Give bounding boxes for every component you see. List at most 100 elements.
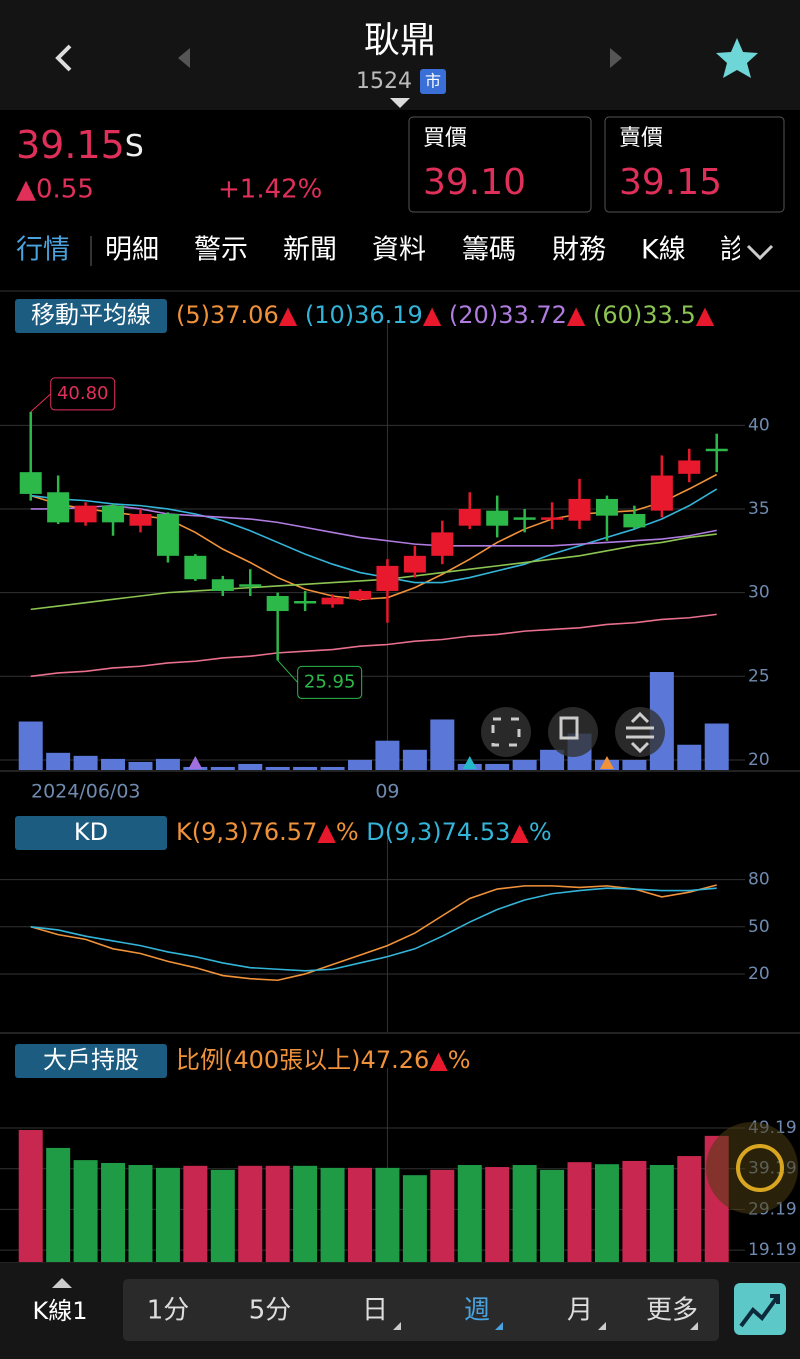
annotation-label: 25.95 [304, 671, 356, 692]
candle-body [47, 492, 70, 523]
tab[interactable]: K線 [641, 235, 686, 266]
legend-text: ▲ [429, 1046, 448, 1074]
period[interactable]: 更多 [646, 1296, 698, 1326]
period[interactable]: 1分 [147, 1296, 190, 1326]
bar [265, 1165, 290, 1262]
candle-body [74, 505, 97, 523]
candle-body [376, 565, 399, 591]
bar [457, 1165, 482, 1262]
x-tick-label: 09 [375, 781, 399, 803]
volume-bar [293, 766, 318, 770]
candle-body [184, 555, 207, 580]
candle-body [678, 460, 701, 474]
bar [430, 1169, 455, 1262]
legend-text: 36.19 [354, 301, 423, 329]
y-tick-label: 80 [748, 870, 770, 890]
volume-bar [485, 763, 510, 770]
period-arrow [598, 1322, 606, 1330]
volume-bar [46, 752, 71, 770]
volume-bar [704, 723, 729, 770]
periods: 1分 5分 日 週 月 更多 [147, 1296, 698, 1330]
fullscreen-button[interactable] [481, 707, 531, 757]
bar [649, 1165, 674, 1262]
favorite-star[interactable] [716, 38, 758, 78]
indicator-label[interactable]: 大戶持股 [43, 1046, 139, 1074]
legend-text: ▲ [279, 301, 298, 329]
volume-bar [73, 755, 98, 770]
bar [594, 1164, 619, 1262]
legend-text: ▲ [423, 301, 442, 329]
candle-body [211, 579, 234, 591]
period[interactable]: 月 [567, 1296, 593, 1326]
volume-bar [101, 758, 126, 770]
candle-body [595, 498, 618, 516]
legend: 比例(400張以上)47.26▲% [176, 1046, 471, 1074]
legend-text: ▲ [567, 301, 586, 329]
tab[interactable]: 診 [720, 235, 747, 266]
y-tick-label: 19.19 [748, 1240, 797, 1260]
indicator-box [15, 816, 167, 850]
bar [402, 1175, 427, 1262]
period[interactable]: 5分 [249, 1296, 292, 1326]
annotation-box [50, 377, 116, 411]
period[interactable]: 日 [362, 1296, 388, 1326]
candle-body [129, 513, 152, 526]
legend: (5)37.06▲ (10)36.19▲ (20)33.72▲ (60)33.5… [176, 301, 715, 329]
bar [622, 1160, 647, 1262]
tab[interactable]: 資料 [372, 235, 426, 266]
tabs: 行情 明細 警示 新聞 資料 籌碼 財務 K線 診 [16, 235, 747, 266]
legend-text: ▲ [510, 818, 529, 846]
rotate-button[interactable] [548, 707, 598, 757]
next-stock[interactable] [610, 48, 622, 68]
tab[interactable]: 新聞 [283, 235, 337, 266]
bid-box [408, 116, 592, 213]
volume-bar [18, 721, 43, 770]
candle-body [102, 505, 125, 523]
signal-marker [188, 756, 203, 769]
float-icon [736, 1144, 784, 1192]
bid: 39.10 [423, 162, 526, 203]
bar [183, 1165, 208, 1262]
bar [677, 1156, 702, 1262]
ask: 39.15 [619, 162, 722, 203]
float-button[interactable] [706, 1122, 798, 1214]
period-arrow [393, 1322, 401, 1330]
indicator-box [15, 1044, 167, 1078]
period[interactable]: 週 [464, 1296, 490, 1326]
bar [238, 1165, 263, 1262]
more-tabs[interactable] [746, 244, 774, 261]
legend-text: (20) [449, 301, 498, 329]
x-tick-label: 2024/06/03 [31, 781, 141, 803]
adjust-button[interactable] [615, 707, 665, 757]
bar [293, 1165, 318, 1262]
y-tick-label: 35 [748, 499, 770, 519]
volume-bar [402, 749, 427, 770]
bar [375, 1167, 400, 1262]
chart-tool[interactable] [734, 1283, 786, 1335]
annotation-label: 40.80 [57, 383, 109, 404]
indicator-label[interactable]: 移動平均線 [31, 301, 151, 329]
indicator-label[interactable]: KD [74, 818, 108, 846]
candle-body [156, 513, 179, 556]
period-arrow [495, 1322, 503, 1330]
legend-text: % [336, 818, 359, 846]
signal-marker [599, 756, 614, 769]
tab[interactable]: 明細 [105, 235, 159, 266]
mode-arrow [52, 1278, 72, 1288]
tab[interactable]: 警示 [194, 235, 248, 266]
dropdown[interactable] [390, 98, 410, 108]
price-suffix: S [125, 129, 144, 164]
mode-button[interactable]: K線1 [32, 1297, 87, 1325]
candle-body [19, 472, 42, 494]
back-button[interactable] [55, 44, 72, 72]
volume-bar [128, 761, 153, 770]
legend-text: K(9,3) [176, 818, 249, 846]
tab[interactable]: 財務 [552, 235, 606, 266]
bar [320, 1167, 345, 1262]
prev-stock[interactable] [178, 48, 190, 68]
ask-label: 賣價 [619, 126, 663, 151]
tab[interactable]: 行情 [16, 235, 70, 266]
candle-body [650, 475, 673, 511]
tab[interactable]: 籌碼 [462, 235, 516, 266]
change: ▲0.55 [16, 175, 94, 205]
